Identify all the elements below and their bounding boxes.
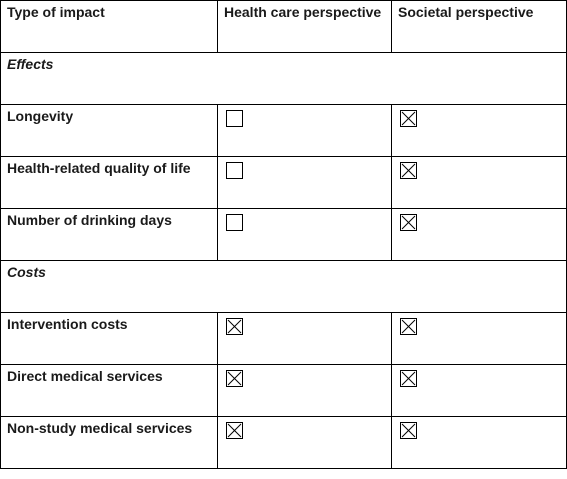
empty-box-icon — [226, 110, 243, 127]
header-row: Type of impact Health care perspective S… — [0, 0, 567, 53]
societal-cell — [391, 312, 567, 365]
header-societal-perspective: Societal perspective — [391, 0, 567, 53]
table-row: Direct medical services — [0, 364, 567, 417]
impact-perspective-table: Type of impact Health care perspective S… — [0, 0, 567, 469]
header-health-care-perspective: Health care perspective — [217, 0, 392, 53]
table-row: Longevity — [0, 104, 567, 157]
checked-box-icon — [400, 422, 417, 439]
impact-label: Direct medical services — [0, 364, 218, 417]
impact-label: Number of drinking days — [0, 208, 218, 261]
health-care-cell — [217, 104, 392, 157]
societal-cell — [391, 208, 567, 261]
empty-box-icon — [226, 214, 243, 231]
checked-box-icon — [400, 110, 417, 127]
societal-cell — [391, 416, 567, 469]
table-row: Health-related quality of life — [0, 156, 567, 209]
impact-label: Intervention costs — [0, 312, 218, 365]
checked-box-icon — [400, 370, 417, 387]
health-care-cell — [217, 208, 392, 261]
header-type-of-impact: Type of impact — [0, 0, 218, 53]
impact-label: Non-study medical services — [0, 416, 218, 469]
checked-box-icon — [400, 214, 417, 231]
table-row: Non-study medical services — [0, 416, 567, 469]
societal-cell — [391, 104, 567, 157]
health-care-cell — [217, 364, 392, 417]
section-label: Effects — [0, 52, 567, 105]
empty-box-icon — [226, 162, 243, 179]
section-row: Effects — [0, 52, 567, 105]
checked-box-icon — [400, 318, 417, 335]
table-row: Intervention costs — [0, 312, 567, 365]
health-care-cell — [217, 312, 392, 365]
health-care-cell — [217, 416, 392, 469]
checked-box-icon — [226, 370, 243, 387]
section-row: Costs — [0, 260, 567, 313]
impact-label: Longevity — [0, 104, 218, 157]
table-row: Number of drinking days — [0, 208, 567, 261]
societal-cell — [391, 156, 567, 209]
health-care-cell — [217, 156, 392, 209]
section-label: Costs — [0, 260, 567, 313]
table-body: Type of impact Health care perspective S… — [0, 0, 567, 469]
checked-box-icon — [400, 162, 417, 179]
impact-label: Health-related quality of life — [0, 156, 218, 209]
societal-cell — [391, 364, 567, 417]
checked-box-icon — [226, 318, 243, 335]
checked-box-icon — [226, 422, 243, 439]
